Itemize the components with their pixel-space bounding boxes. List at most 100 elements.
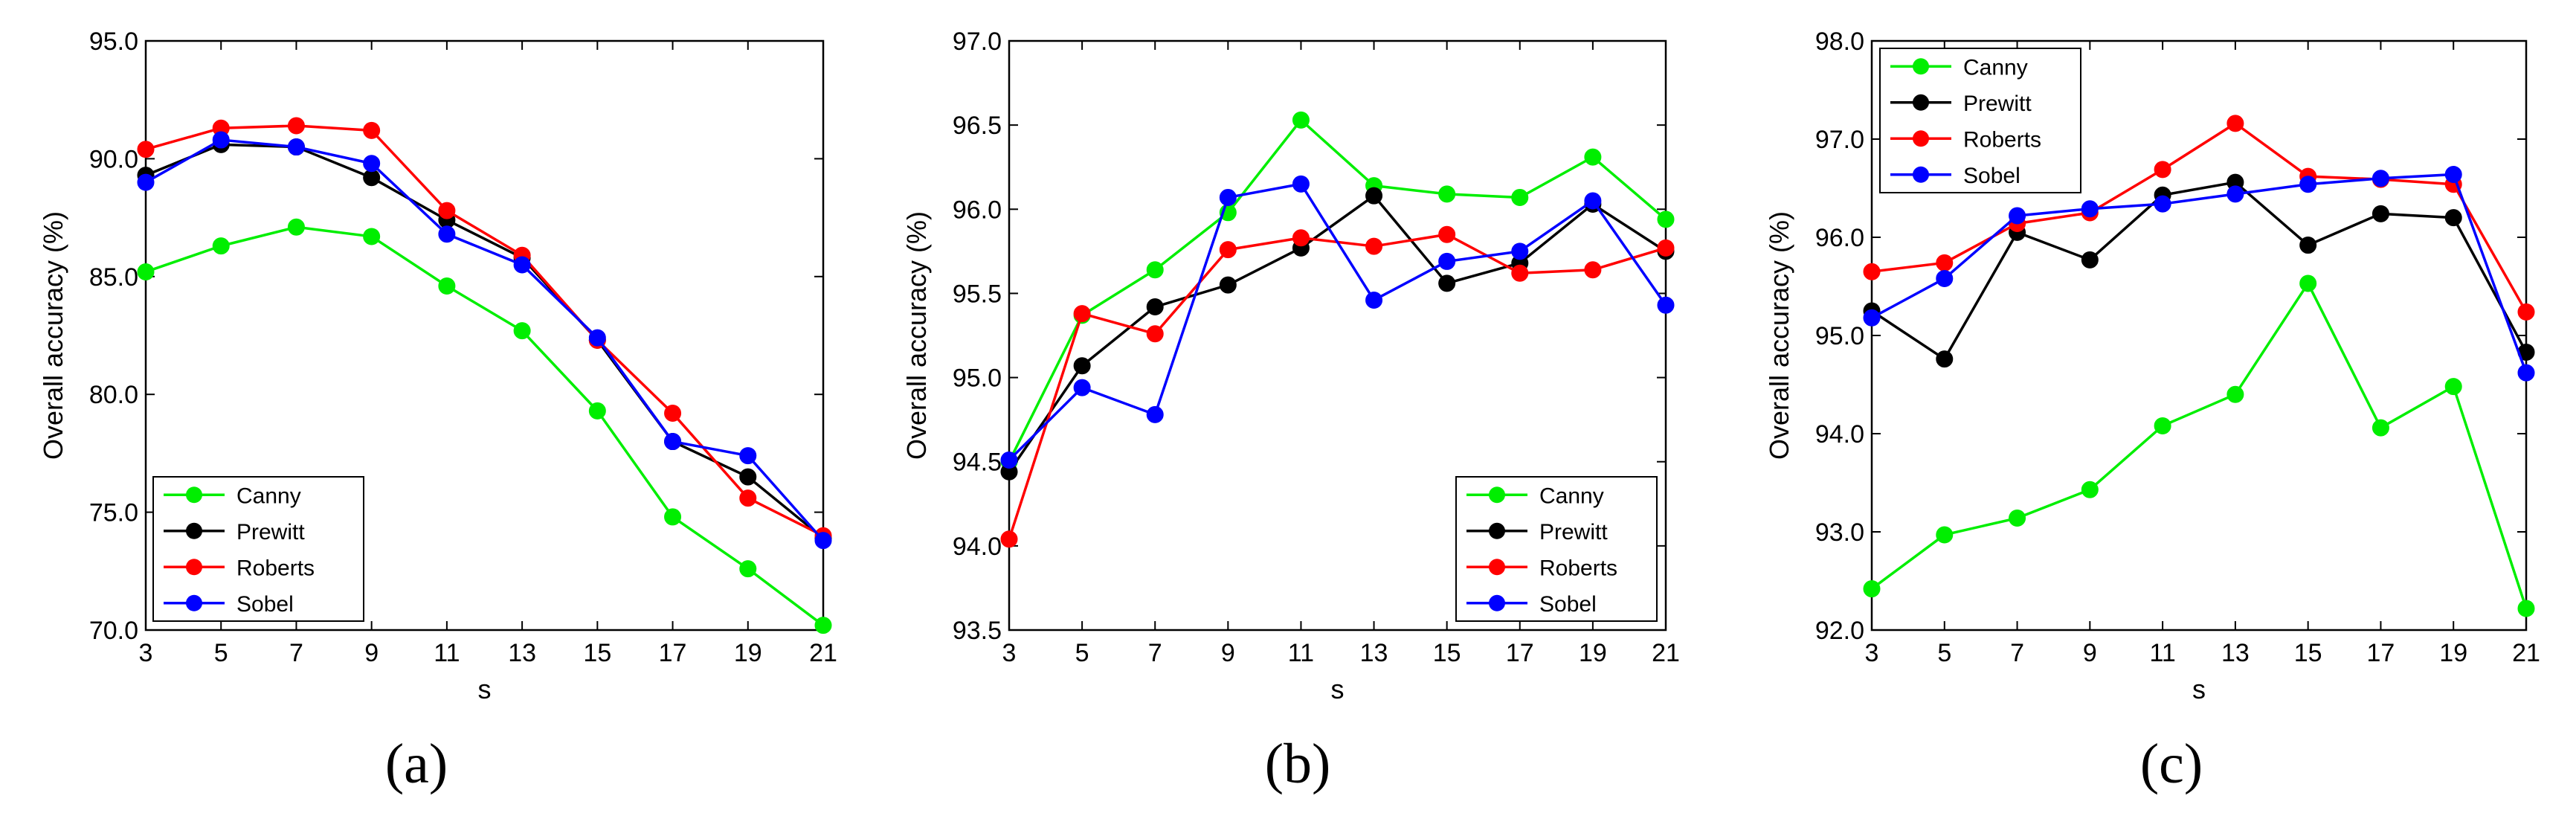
y-tick-label: 94.0 <box>1815 420 1864 449</box>
data-point-roberts <box>1365 237 1383 255</box>
panel-label: (c) <box>2140 733 2203 795</box>
data-point-roberts <box>1936 254 1954 272</box>
x-tick-label: 21 <box>2512 639 2540 667</box>
data-point-canny <box>2154 417 2171 434</box>
y-tick-label: 70.0 <box>89 617 138 645</box>
data-point-canny <box>814 617 832 635</box>
series-line-canny <box>1008 118 1667 463</box>
y-tick-label: 75.0 <box>89 499 138 527</box>
data-point-canny <box>739 560 757 578</box>
data-point-prewitt <box>1073 357 1091 375</box>
data-point-canny <box>2444 378 2462 396</box>
data-point-roberts <box>1219 241 1237 259</box>
data-point-sobel <box>2444 166 2462 184</box>
data-point-prewitt <box>1146 298 1164 316</box>
legend-marker-sobel <box>1913 166 1929 183</box>
data-point-sobel <box>1657 296 1675 314</box>
data-point-canny <box>1657 211 1675 228</box>
data-point-roberts <box>1863 263 1881 280</box>
data-point-canny <box>664 508 682 526</box>
legend-label-sobel: Sobel <box>1963 164 2020 188</box>
series-line-prewitt <box>1008 194 1667 473</box>
series-line-sobel <box>1871 173 2528 373</box>
data-point-sobel <box>1146 405 1164 423</box>
y-tick-label: 94.0 <box>953 533 1002 561</box>
y-tick-label: 85.0 <box>89 263 138 292</box>
x-tick-label: 19 <box>2439 639 2467 667</box>
data-point-roberts <box>287 117 305 135</box>
y-tick-label: 97.0 <box>953 28 1002 56</box>
legend-label-prewitt: Prewitt <box>1963 91 2032 116</box>
x-tick-label: 9 <box>1221 639 1235 667</box>
legend-box <box>152 476 364 622</box>
data-point-prewitt <box>2299 237 2317 254</box>
data-point-prewitt <box>1365 187 1383 205</box>
x-tick-label: 19 <box>1579 639 1607 667</box>
legend-marker-prewitt <box>186 522 202 539</box>
y-tick-label: 96.0 <box>1815 224 1864 252</box>
data-point-sobel <box>1438 252 1456 270</box>
x-tick-label: 7 <box>1148 639 1162 667</box>
data-point-sobel <box>438 225 456 243</box>
legend-marker-sobel <box>186 594 202 611</box>
data-point-canny <box>2226 385 2244 403</box>
y-tick-label: 80.0 <box>89 381 138 409</box>
legend-label-canny: Canny <box>1963 55 2028 80</box>
x-tick-label: 3 <box>139 639 153 667</box>
data-point-sobel <box>588 329 606 347</box>
data-point-prewitt <box>2081 251 2099 269</box>
data-point-prewitt <box>1936 350 1954 368</box>
y-tick-label: 93.0 <box>1815 518 1864 547</box>
data-point-canny <box>212 237 230 255</box>
data-point-canny <box>1936 526 1954 544</box>
legend-label-canny: Canny <box>1539 484 1604 508</box>
data-point-sobel <box>137 173 155 191</box>
data-point-canny <box>2009 510 2026 527</box>
data-point-sobel <box>1511 242 1529 260</box>
data-point-sobel <box>1073 379 1091 396</box>
y-tick-label: 92.0 <box>1815 617 1864 645</box>
x-tick-label: 17 <box>1506 639 1534 667</box>
data-point-canny <box>1584 148 1602 166</box>
data-point-sobel <box>287 138 305 156</box>
y-tick-label: 94.5 <box>953 449 1002 477</box>
x-tick-label: 13 <box>508 639 536 667</box>
chart-2: 93.5 94.0 94.5 95.0 95.5 96.0 96.5 97.0 3 5 7 9 11 13… <box>901 28 1680 795</box>
data-point-roberts <box>137 141 155 158</box>
data-point-sobel <box>513 256 531 274</box>
x-tick-label: 11 <box>1288 639 1314 667</box>
data-point-canny <box>137 263 155 280</box>
legend-label-roberts: Roberts <box>236 556 315 580</box>
data-point-prewitt <box>739 468 757 486</box>
legend-marker-roberts <box>1489 559 1505 576</box>
x-tick-label: 7 <box>289 639 303 667</box>
y-tick-label: 98.0 <box>1815 28 1864 56</box>
legend-marker-prewitt <box>1489 522 1505 539</box>
y-tick-label: 95.5 <box>953 280 1002 308</box>
y-axis-label: Overall accuracy (%) <box>38 211 68 460</box>
x-tick-label: 21 <box>809 639 837 667</box>
series-line-prewitt <box>145 143 825 539</box>
data-point-roberts <box>739 489 757 507</box>
data-point-sobel <box>1584 192 1602 210</box>
data-point-canny <box>2299 274 2317 292</box>
x-tick-label: 5 <box>1937 639 1951 667</box>
x-tick-label: 3 <box>1865 639 1879 667</box>
y-tick-label: 97.0 <box>1815 126 1864 154</box>
data-point-sobel <box>2009 207 2026 225</box>
legend-label-roberts: Roberts <box>1963 127 2041 152</box>
legend-box <box>1879 48 2081 193</box>
data-point-sobel <box>2371 170 2389 187</box>
x-tick-label: 21 <box>1652 639 1680 667</box>
series-line-sobel <box>145 138 825 542</box>
y-tick-label: 93.5 <box>953 617 1002 645</box>
x-tick-label: 9 <box>2083 639 2097 667</box>
y-tick-label: 95.0 <box>953 364 1002 393</box>
data-point-roberts <box>2517 303 2535 321</box>
legend-marker-canny <box>186 486 202 504</box>
data-point-roberts <box>1438 225 1456 243</box>
data-point-canny <box>363 228 381 245</box>
data-point-roberts <box>1073 305 1091 323</box>
x-tick-label: 15 <box>583 639 611 667</box>
legend: Canny Prewitt Roberts Sobel <box>1879 48 2081 193</box>
